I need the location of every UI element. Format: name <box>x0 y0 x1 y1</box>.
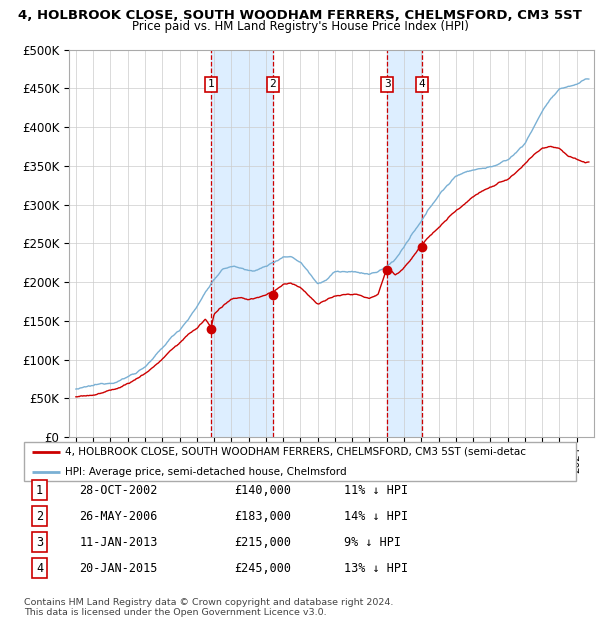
Text: 11-JAN-2013: 11-JAN-2013 <box>79 536 158 549</box>
Text: 4: 4 <box>419 79 425 89</box>
Text: 4, HOLBROOK CLOSE, SOUTH WOODHAM FERRERS, CHELMSFORD, CM3 5ST (semi-detac: 4, HOLBROOK CLOSE, SOUTH WOODHAM FERRERS… <box>65 446 526 457</box>
Text: Contains HM Land Registry data © Crown copyright and database right 2024.: Contains HM Land Registry data © Crown c… <box>24 598 394 607</box>
Text: 9% ↓ HPI: 9% ↓ HPI <box>344 536 401 549</box>
Bar <box>387 50 422 437</box>
Text: £140,000: £140,000 <box>234 484 291 497</box>
Text: HPI: Average price, semi-detached house, Chelmsford: HPI: Average price, semi-detached house,… <box>65 467 347 477</box>
Text: 4, HOLBROOK CLOSE, SOUTH WOODHAM FERRERS, CHELMSFORD, CM3 5ST: 4, HOLBROOK CLOSE, SOUTH WOODHAM FERRERS… <box>18 9 582 22</box>
Text: Price paid vs. HM Land Registry's House Price Index (HPI): Price paid vs. HM Land Registry's House … <box>131 20 469 33</box>
Text: 28-OCT-2002: 28-OCT-2002 <box>79 484 158 497</box>
Text: This data is licensed under the Open Government Licence v3.0.: This data is licensed under the Open Gov… <box>24 608 326 617</box>
Text: 1: 1 <box>36 484 43 497</box>
Text: 26-MAY-2006: 26-MAY-2006 <box>79 510 158 523</box>
Text: 3: 3 <box>36 536 43 549</box>
Text: 4: 4 <box>36 562 43 575</box>
Text: £183,000: £183,000 <box>234 510 291 523</box>
Text: 3: 3 <box>384 79 391 89</box>
Bar <box>211 50 273 437</box>
Text: 14% ↓ HPI: 14% ↓ HPI <box>344 510 408 523</box>
FancyBboxPatch shape <box>24 442 576 481</box>
Text: 13% ↓ HPI: 13% ↓ HPI <box>344 562 408 575</box>
Text: £215,000: £215,000 <box>234 536 291 549</box>
Text: 1: 1 <box>208 79 215 89</box>
Text: 11% ↓ HPI: 11% ↓ HPI <box>344 484 408 497</box>
Text: 2: 2 <box>36 510 43 523</box>
Text: £245,000: £245,000 <box>234 562 291 575</box>
Text: 20-JAN-2015: 20-JAN-2015 <box>79 562 158 575</box>
Text: 2: 2 <box>269 79 276 89</box>
